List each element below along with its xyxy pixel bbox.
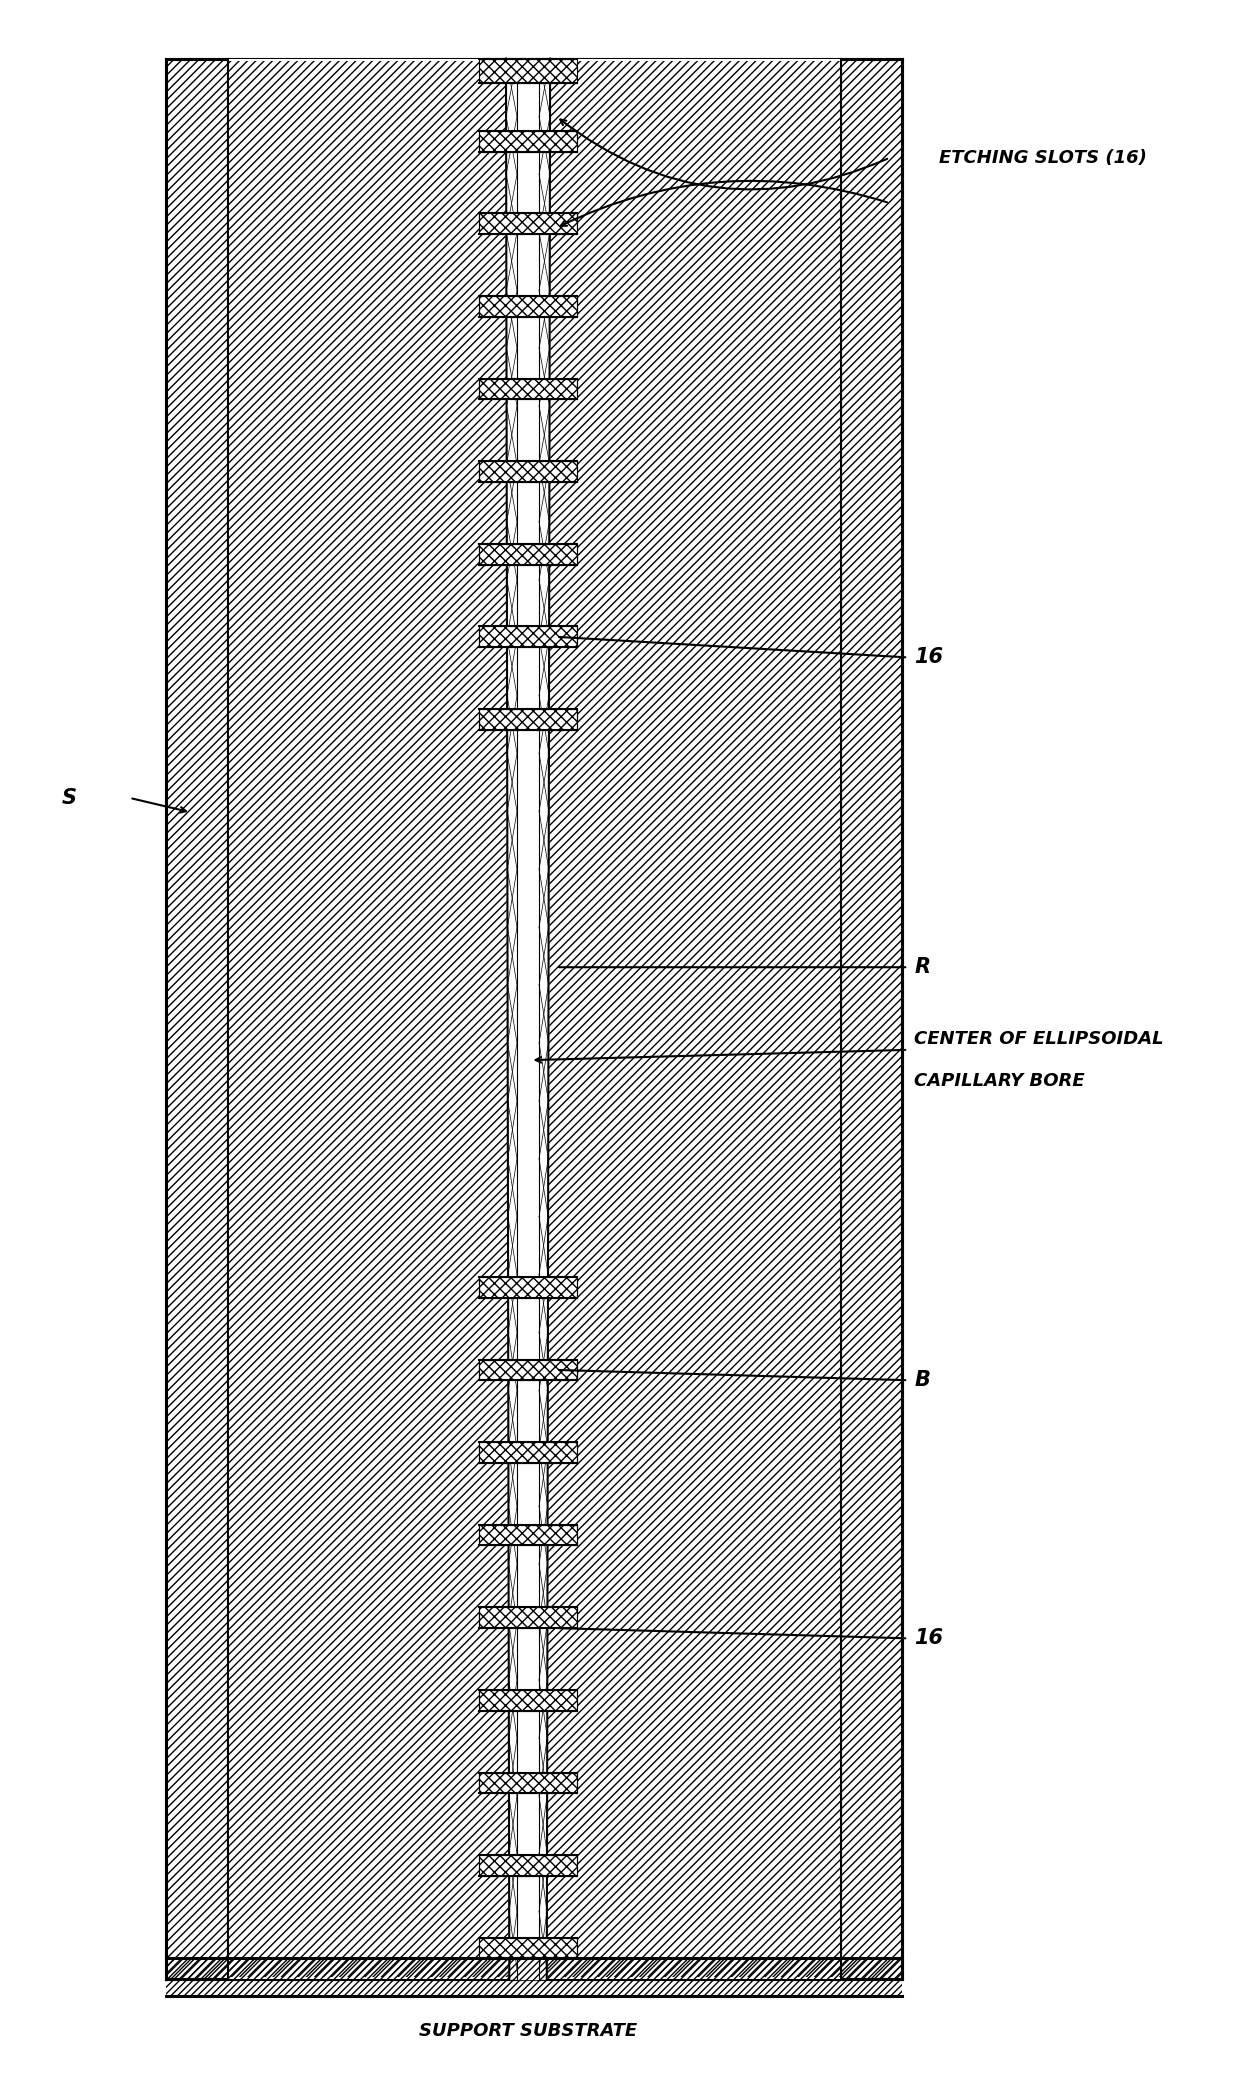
- Bar: [479, 709, 577, 730]
- Bar: [228, 58, 841, 1979]
- Bar: [479, 1277, 577, 1297]
- Bar: [479, 1360, 577, 1380]
- Polygon shape: [517, 58, 539, 1979]
- Bar: [479, 1524, 577, 1545]
- Bar: [479, 1443, 577, 1464]
- Bar: [479, 58, 577, 83]
- Bar: [228, 58, 841, 1979]
- Bar: [479, 1277, 577, 1297]
- Bar: [479, 1524, 577, 1545]
- Bar: [479, 545, 577, 565]
- Text: R: R: [914, 956, 930, 977]
- Bar: [479, 1854, 577, 1875]
- Bar: [479, 462, 577, 482]
- Polygon shape: [539, 58, 551, 1979]
- Bar: [479, 214, 577, 235]
- Bar: [166, 58, 901, 1979]
- Bar: [479, 1607, 577, 1628]
- Bar: [479, 214, 577, 235]
- Bar: [479, 1607, 577, 1628]
- Text: SUPPORT SUBSTRATE: SUPPORT SUBSTRATE: [419, 2021, 637, 2039]
- Text: 16: 16: [914, 647, 944, 667]
- Polygon shape: [506, 58, 517, 1979]
- Bar: [479, 58, 577, 83]
- Bar: [479, 1443, 577, 1464]
- Bar: [479, 1690, 577, 1711]
- Bar: [479, 1773, 577, 1794]
- Bar: [228, 58, 841, 1979]
- Text: ETCHING SLOTS (16): ETCHING SLOTS (16): [939, 150, 1147, 166]
- Bar: [166, 1958, 901, 1996]
- Bar: [479, 545, 577, 565]
- Bar: [479, 1854, 577, 1875]
- Bar: [479, 1360, 577, 1380]
- Text: CAPILLARY BORE: CAPILLARY BORE: [914, 1073, 1085, 1089]
- Bar: [479, 295, 577, 316]
- Bar: [479, 462, 577, 482]
- Text: CENTER OF ELLIPSOIDAL: CENTER OF ELLIPSOIDAL: [914, 1031, 1164, 1048]
- Bar: [479, 709, 577, 730]
- Bar: [479, 1938, 577, 1958]
- Bar: [479, 626, 577, 647]
- Bar: [479, 1690, 577, 1711]
- Bar: [479, 131, 577, 152]
- Bar: [479, 1773, 577, 1794]
- Bar: [479, 1938, 577, 1958]
- Bar: [479, 295, 577, 316]
- Text: 16: 16: [914, 1628, 944, 1649]
- Text: S: S: [62, 788, 77, 809]
- Text: B: B: [914, 1370, 930, 1391]
- Bar: [228, 60, 841, 1977]
- Bar: [479, 131, 577, 152]
- Bar: [479, 378, 577, 399]
- Bar: [479, 378, 577, 399]
- Bar: [479, 626, 577, 647]
